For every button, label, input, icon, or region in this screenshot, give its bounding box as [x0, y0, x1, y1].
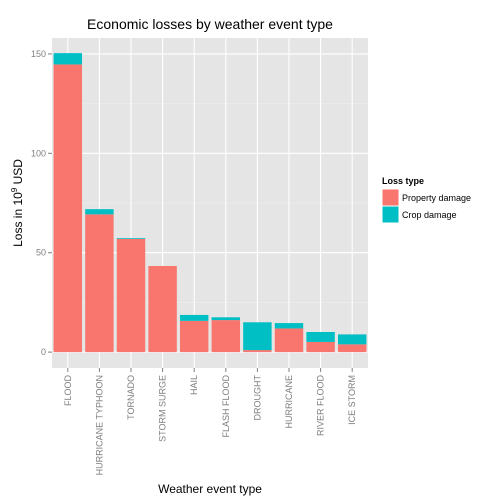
x-tick-label: DROUGHT — [252, 375, 262, 421]
y-tick-label: 0 — [41, 347, 46, 357]
x-tick-label: ICE STORM — [347, 375, 357, 425]
y-tick-label: 50 — [36, 248, 46, 258]
bar-crop-damage — [53, 53, 83, 65]
x-tick-label: HURRICANE TYPHOON — [94, 375, 104, 475]
legend: Loss type Property damage Crop damage — [381, 176, 471, 224]
bar-crop-damage — [243, 322, 272, 351]
y-axis-ticks: 0 50 100 150 — [31, 49, 52, 357]
bar-crop-damage — [85, 209, 114, 215]
x-tick-label: TORNADO — [126, 375, 136, 420]
y-tick-label: 100 — [31, 148, 46, 158]
bar-property-damage — [116, 238, 146, 353]
x-tick-label: HAIL — [189, 375, 199, 395]
y-axis-title-prefix: Loss in 10 — [11, 192, 25, 247]
y-axis-title: Loss in 109 USD — [10, 159, 25, 247]
bars — [53, 53, 367, 353]
bar-crop-damage — [274, 323, 304, 329]
bar-property-damage — [337, 344, 367, 353]
y-axis-title-exponent: 9 — [10, 187, 19, 192]
legend-swatch-crop-damage — [381, 205, 400, 224]
legend-title: Loss type — [382, 176, 424, 186]
y-axis-title-suffix: USD — [11, 159, 25, 188]
x-tick-label: RIVER FLOOD — [316, 375, 326, 437]
bar-crop-damage — [179, 314, 209, 321]
chart-title: Economic losses by weather event type — [87, 16, 333, 32]
bar-crop-damage — [306, 332, 335, 342]
bar-crop-damage — [116, 238, 146, 239]
x-axis-ticks: FLOOD HURRICANE TYPHOON TORNADO STORM SURGE… — [63, 368, 357, 475]
bar-property-damage — [53, 64, 83, 353]
legend-label-crop-damage: Crop damage — [402, 210, 457, 220]
x-tick-label: HURRICANE — [284, 375, 294, 429]
x-tick-label: FLASH FLOOD — [221, 375, 231, 438]
bar-crop-damage — [211, 317, 241, 321]
y-tick-label: 150 — [31, 49, 46, 59]
legend-label-property-damage: Property damage — [402, 193, 471, 203]
x-tick-label: STORM SURGE — [158, 375, 168, 442]
bar-property-damage — [274, 328, 304, 353]
bar-property-damage — [148, 266, 177, 353]
bar-property-damage — [243, 350, 272, 353]
legend-swatch-property-damage — [381, 188, 400, 207]
bar-property-damage — [211, 320, 241, 353]
bar-crop-damage — [337, 334, 367, 345]
bar-property-damage — [85, 214, 114, 353]
bar-property-damage — [179, 320, 209, 353]
bar-property-damage — [306, 341, 335, 353]
x-tick-label: FLOOD — [63, 375, 73, 407]
x-axis-title: Weather event type — [158, 482, 262, 496]
